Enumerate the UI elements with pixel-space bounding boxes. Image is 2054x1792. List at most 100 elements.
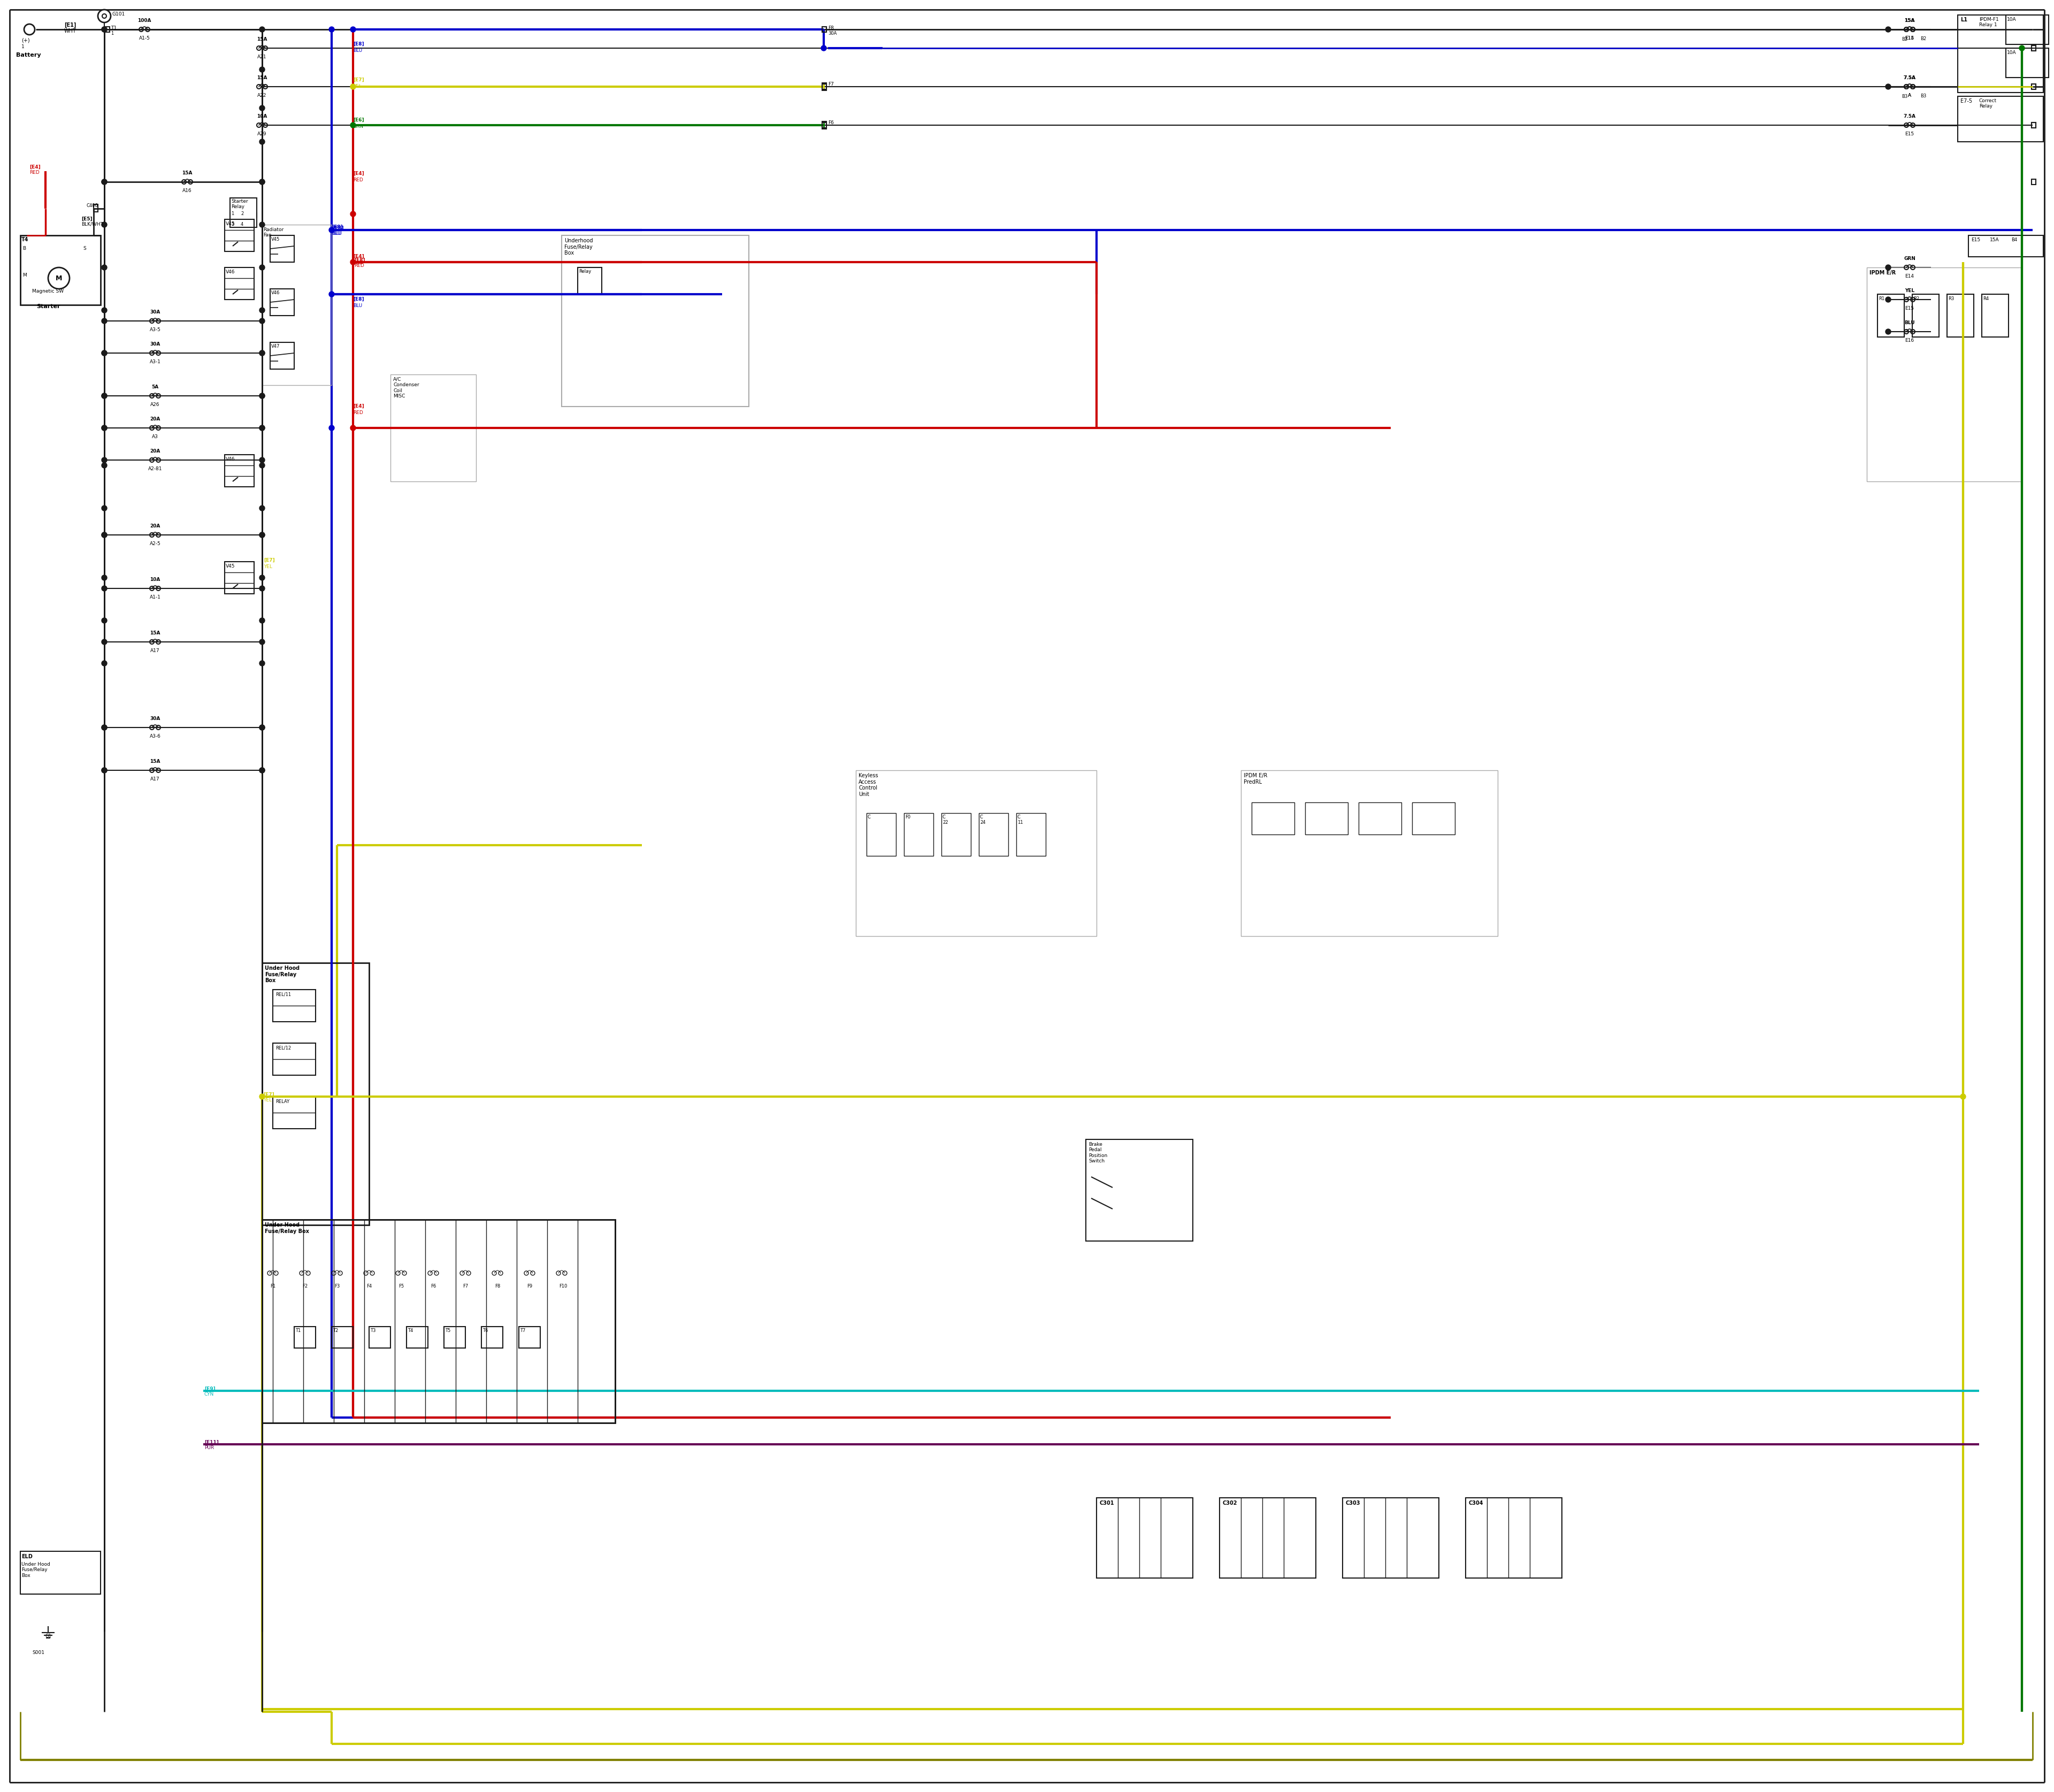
Text: C
11: C 11	[1017, 815, 1023, 824]
Circle shape	[101, 351, 107, 357]
Bar	[1968, 235, 2044, 256]
Bar	[857, 771, 1097, 935]
Text: Under Hood
Fuse/Relay
Box: Under Hood Fuse/Relay Box	[21, 1563, 49, 1579]
Text: Starter: Starter	[37, 305, 60, 310]
Bar	[263, 962, 370, 1226]
Text: 7.5A: 7.5A	[1904, 75, 1916, 81]
Text: IPDM E/R
PredRL: IPDM E/R PredRL	[1243, 772, 1267, 785]
Text: [E8]: [E8]	[353, 297, 364, 301]
Bar	[230, 197, 257, 228]
Text: C302: C302	[1222, 1500, 1237, 1505]
Text: 1: 1	[111, 30, 113, 36]
Bar	[822, 84, 826, 90]
Circle shape	[259, 179, 265, 185]
Bar	[822, 122, 826, 127]
Text: 30A: 30A	[150, 310, 160, 315]
Text: R1: R1	[1879, 296, 1884, 301]
Text: B3: B3	[1920, 93, 1927, 99]
Text: 15A: 15A	[150, 760, 160, 763]
Bar	[263, 1220, 614, 1423]
Circle shape	[351, 84, 355, 90]
Text: T2: T2	[333, 1328, 339, 1333]
Text: A3-1: A3-1	[150, 360, 160, 364]
Circle shape	[259, 457, 265, 462]
Text: R2: R2	[1914, 296, 1918, 301]
Bar	[1220, 1498, 1317, 1579]
Circle shape	[259, 222, 265, 228]
Bar	[271, 289, 294, 315]
Text: 10A: 10A	[257, 115, 267, 118]
Bar	[271, 342, 294, 369]
Circle shape	[101, 457, 107, 462]
Circle shape	[259, 27, 265, 32]
Text: Relay: Relay	[1980, 104, 1992, 109]
Circle shape	[101, 222, 107, 228]
Text: A: A	[1908, 93, 1910, 99]
Text: V45: V45	[226, 222, 234, 226]
Text: E15: E15	[1972, 238, 1980, 242]
Bar	[1097, 1498, 1193, 1579]
Text: Magnetic SW: Magnetic SW	[33, 289, 64, 294]
Bar	[2031, 122, 2036, 127]
Text: V46: V46	[226, 269, 234, 274]
Bar	[2031, 84, 2036, 90]
Bar	[867, 814, 896, 857]
Text: B2: B2	[1920, 36, 1927, 41]
Text: F6: F6	[828, 120, 834, 125]
Bar	[2031, 45, 2036, 50]
Circle shape	[101, 425, 107, 430]
Text: 15A: 15A	[183, 170, 193, 176]
Bar	[822, 27, 826, 32]
Text: E15: E15	[1904, 306, 1914, 310]
Text: Starter: Starter	[230, 199, 249, 204]
Text: T4: T4	[21, 237, 29, 242]
Text: [E8]: [E8]	[353, 258, 366, 263]
Circle shape	[101, 319, 107, 324]
Bar	[273, 1097, 316, 1129]
Text: RED: RED	[29, 170, 39, 176]
Circle shape	[47, 267, 70, 289]
Circle shape	[329, 425, 335, 430]
Text: 1: 1	[21, 45, 25, 48]
Bar	[481, 1326, 503, 1348]
Text: F6: F6	[431, 1283, 435, 1288]
Text: Under Hood
Fuse/Relay
Box: Under Hood Fuse/Relay Box	[265, 966, 300, 984]
Text: E15: E15	[1904, 36, 1914, 41]
Circle shape	[329, 228, 335, 233]
Circle shape	[103, 14, 107, 18]
Circle shape	[259, 392, 265, 398]
Bar	[94, 204, 99, 211]
Text: YEL: YEL	[1904, 289, 1914, 294]
Bar	[1957, 97, 2044, 142]
Circle shape	[101, 586, 107, 591]
Text: C301: C301	[1099, 1500, 1113, 1505]
Circle shape	[99, 9, 111, 23]
Bar	[263, 224, 331, 385]
Circle shape	[351, 211, 355, 217]
Bar	[444, 1326, 466, 1348]
Circle shape	[259, 308, 265, 314]
Circle shape	[101, 392, 107, 398]
Text: Relay: Relay	[579, 269, 592, 274]
Bar	[980, 814, 1009, 857]
Text: IPDM-F1: IPDM-F1	[1980, 18, 1999, 22]
Text: T6: T6	[483, 1328, 489, 1333]
Circle shape	[259, 661, 265, 667]
Text: [E7]: [E7]	[263, 1093, 275, 1097]
Text: V45: V45	[226, 564, 234, 568]
Text: 7.5A: 7.5A	[1904, 75, 1916, 81]
Bar	[224, 455, 255, 487]
Circle shape	[259, 319, 265, 324]
Circle shape	[259, 351, 265, 357]
Text: YEL: YEL	[263, 564, 273, 570]
Bar	[1343, 1498, 1440, 1579]
Bar	[2007, 14, 2048, 45]
Text: T1: T1	[111, 25, 117, 30]
Text: 10A: 10A	[150, 577, 160, 582]
Text: A29: A29	[257, 131, 267, 136]
Circle shape	[1886, 265, 1892, 271]
Text: F3: F3	[335, 1283, 339, 1288]
Text: [E6]: [E6]	[353, 118, 364, 122]
Text: BLK/WHT: BLK/WHT	[82, 222, 103, 228]
Text: B4: B4	[2011, 238, 2017, 242]
